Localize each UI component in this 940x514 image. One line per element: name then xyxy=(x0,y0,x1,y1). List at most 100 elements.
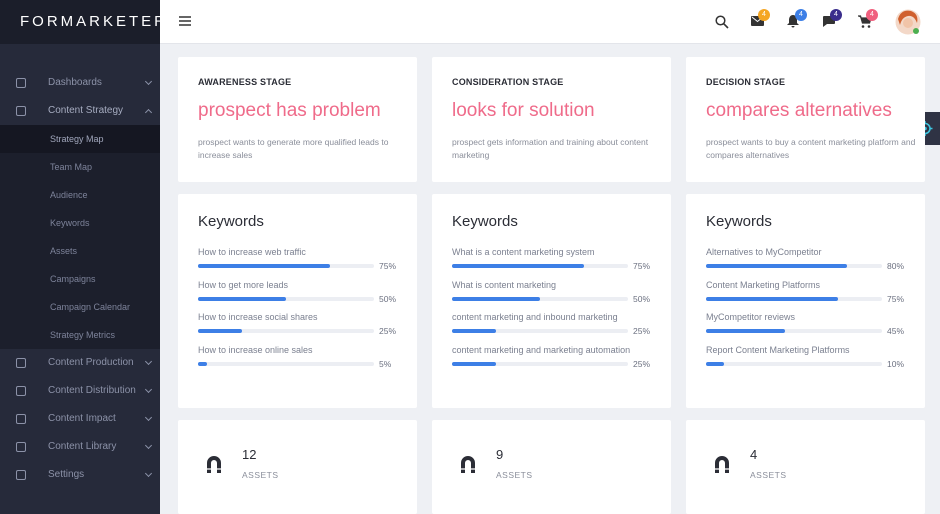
stage-card: AWARENESS STAGE prospect has problem prosp… xyxy=(178,57,417,182)
keyword-label: What is a content marketing system xyxy=(452,247,595,257)
assets-card: 12 ASSETS xyxy=(178,420,417,514)
logo[interactable]: FORMARKETER xyxy=(0,0,165,44)
keyword-label: MyCompetitor reviews xyxy=(706,312,796,323)
menu-icon xyxy=(16,442,26,452)
percent-label: 45% xyxy=(887,326,905,337)
assets-card: 4 ASSETS xyxy=(686,420,925,514)
menu-item[interactable]: Content Strategy xyxy=(0,97,160,125)
keyword-label: Content Marketing Platforms xyxy=(706,279,821,290)
menu-icon xyxy=(16,106,26,116)
search-icon[interactable] xyxy=(715,15,729,29)
chevron xyxy=(144,108,153,117)
keywords-card: Keywords What is a content marketing syst… xyxy=(432,194,671,408)
magnet-icon xyxy=(461,456,475,473)
progress-track xyxy=(706,296,882,301)
submenu-item[interactable]: Campaigns xyxy=(50,274,96,284)
keywords-title: Keywords xyxy=(452,213,518,230)
menu-item[interactable]: Content Distribution xyxy=(0,377,160,405)
menu-toggle[interactable] xyxy=(179,16,191,26)
progress-track xyxy=(452,362,628,367)
magnet-icon xyxy=(207,456,221,473)
asset-count: 12 xyxy=(242,447,257,462)
keywords-title: Keywords xyxy=(706,213,772,230)
chevron xyxy=(144,385,153,394)
cart-badge: 4 xyxy=(866,9,878,21)
keywords-card: Keywords How to increase web traffic 75% Ho… xyxy=(178,194,417,408)
assets-card: 9 ASSETS xyxy=(432,420,671,514)
asset-count: 9 xyxy=(496,447,504,462)
progress-track xyxy=(706,329,882,334)
submenu-item[interactable]: Keywords xyxy=(50,218,90,228)
progress-bar xyxy=(198,329,242,334)
menu-item[interactable]: Content Production xyxy=(0,349,160,377)
progress-bar xyxy=(706,264,847,268)
percent-label: 50% xyxy=(379,293,397,304)
submenu-item[interactable]: Campaign Calendar xyxy=(50,302,131,312)
menu-icon xyxy=(16,470,26,480)
menu-icon xyxy=(16,386,26,396)
menu-label: Content Impact xyxy=(48,413,116,424)
percent-label: 10% xyxy=(887,359,905,370)
submenu-item[interactable]: Strategy Map xyxy=(0,125,160,153)
asset-label: ASSETS xyxy=(496,470,533,480)
menu-label: Content Library xyxy=(48,441,117,452)
keyword-label: What is content marketing xyxy=(452,279,557,290)
menu-label: Settings xyxy=(48,469,85,480)
menu-item[interactable]: Content Impact xyxy=(0,405,160,433)
percent-label: 25% xyxy=(633,326,651,337)
progress-track xyxy=(706,264,882,268)
progress-track xyxy=(198,362,374,367)
asset-count: 4 xyxy=(750,447,758,462)
progress-bar xyxy=(198,362,207,367)
sidebar: FORMARKETER Dashboards Content Strategy St… xyxy=(0,0,165,514)
keywords-title: Keywords xyxy=(198,213,264,230)
menu-label: Content Production xyxy=(48,357,134,368)
submenu-item[interactable]: Team Map xyxy=(50,162,93,172)
stage-description: prospect gets information and training a… xyxy=(452,137,649,160)
percent-label: 75% xyxy=(887,293,905,304)
progress-bar xyxy=(452,264,584,268)
asset-label: ASSETS xyxy=(750,470,787,480)
menu-label: Dashboards xyxy=(48,77,102,88)
percent-label: 75% xyxy=(633,261,651,271)
menu-item[interactable]: Dashboards xyxy=(0,69,160,97)
percent-label: 80% xyxy=(887,261,905,271)
menu-item[interactable]: Settings xyxy=(0,461,160,489)
progress-track xyxy=(706,362,882,367)
progress-track xyxy=(452,264,628,268)
percent-label: 5% xyxy=(379,359,392,370)
chat-badge: 4 xyxy=(830,9,842,21)
stage-description: prospect wants to generate more qualifie… xyxy=(198,137,389,160)
asset-label: ASSETS xyxy=(242,470,279,480)
chevron xyxy=(144,357,153,366)
progress-bar xyxy=(198,264,330,268)
percent-label: 25% xyxy=(633,359,651,370)
keyword-label: How to get more leads xyxy=(198,279,289,290)
progress-bar xyxy=(198,296,286,301)
keyword-label: How to increase web traffic xyxy=(198,247,306,257)
mail-badge: 4 xyxy=(758,9,770,21)
progress-bar xyxy=(452,296,540,301)
submenu-item[interactable]: Strategy Metrics xyxy=(50,330,116,340)
stage-description: prospect wants to buy a content marketin… xyxy=(706,137,916,160)
avatar[interactable] xyxy=(895,9,921,35)
stage-headline: looks for solution xyxy=(452,100,595,121)
stage-headline: prospect has problem xyxy=(198,100,381,121)
submenu-item[interactable]: Assets xyxy=(50,246,78,256)
menu-item[interactable]: Content Library xyxy=(0,433,160,461)
menu-icon xyxy=(16,358,26,368)
keyword-label: How to increase social shares xyxy=(198,312,318,323)
stage-title: CONSIDERATION STAGE xyxy=(452,77,564,87)
keyword-label: Report Content Marketing Platforms xyxy=(706,345,850,356)
progress-bar xyxy=(706,329,786,334)
magnet-icon xyxy=(715,456,729,473)
stage-title: DECISION STAGE xyxy=(706,77,786,87)
stage-card: CONSIDERATION STAGE looks for solution pro… xyxy=(432,57,671,182)
keyword-label: How to increase online sales xyxy=(198,345,313,356)
progress-track xyxy=(198,329,374,334)
menu-icon xyxy=(16,78,26,88)
progress-track xyxy=(452,296,628,301)
submenu-item[interactable]: Audience xyxy=(50,190,88,200)
notification-badge: 4 xyxy=(795,9,807,21)
